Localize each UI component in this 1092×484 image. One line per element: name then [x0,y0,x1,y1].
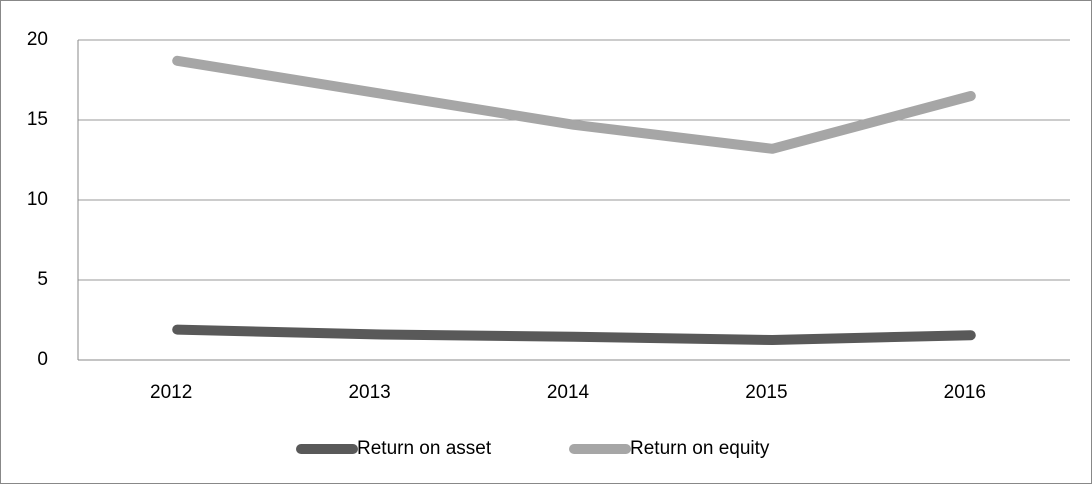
y-tick-label: 0 [37,349,48,370]
y-tick-label: 5 [37,269,48,290]
data-line [172,55,976,154]
x-tick-label: 2015 [745,382,787,403]
data-line [172,324,976,345]
y-tick-label: 10 [27,189,48,210]
x-tick-label: 2012 [150,382,192,403]
y-tick-label: 20 [27,29,48,50]
legend-label: Return on asset [357,438,492,459]
legend-label: Return on equity [630,438,770,459]
y-tick-label: 15 [27,109,48,130]
x-tick-label: 2014 [547,382,590,403]
x-tick-label: 2013 [348,382,390,403]
x-tick-label: 2016 [944,382,986,403]
